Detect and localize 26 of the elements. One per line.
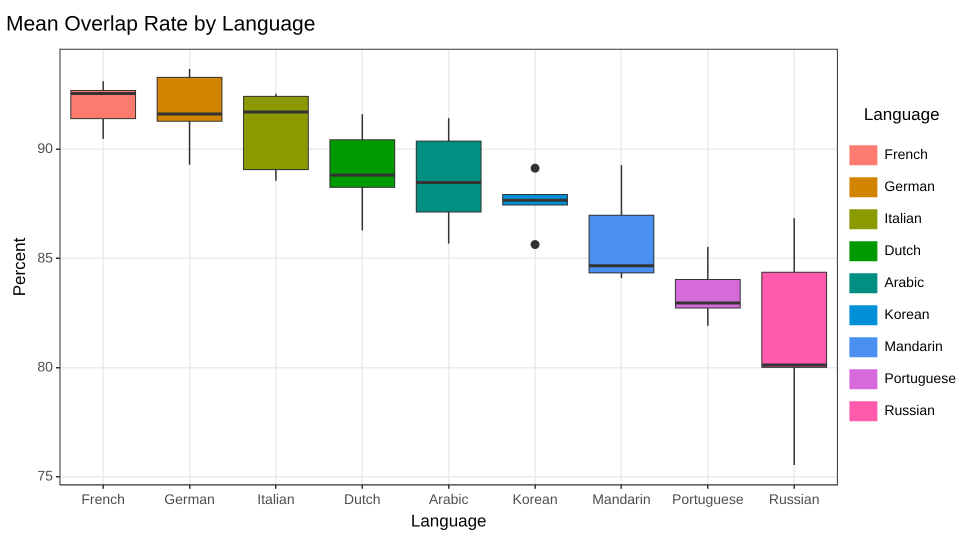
chart-title: Mean Overlap Rate by Language	[6, 12, 316, 36]
x-tick-label: Italian	[257, 491, 295, 508]
x-axis-title: Language	[410, 511, 487, 530]
y-tick-label: 80	[37, 358, 54, 374]
legend-title: Language	[864, 104, 940, 124]
y-axis-title: Percent	[10, 237, 29, 296]
y-tick-label: 85	[37, 249, 54, 266]
legend-label: German	[884, 178, 935, 194]
legend-label: Russian	[884, 402, 935, 418]
x-tick-label: Portuguese	[672, 491, 744, 508]
x-tick-label: German	[164, 491, 215, 508]
x-tick-label: Arabic	[428, 491, 469, 508]
x-tick-label: Russian	[768, 491, 820, 508]
x-tick-label: Korean	[512, 491, 558, 508]
legend-label: Arabic	[884, 274, 924, 290]
legend-label: Italian	[884, 210, 922, 226]
y-tick-label: 90	[37, 140, 54, 156]
x-tick-label: Mandarin	[592, 491, 651, 508]
x-tick-label: Dutch	[344, 491, 381, 508]
y-tick-label: 75	[37, 468, 54, 484]
legend-label: Portuguese	[884, 370, 956, 386]
legend-label: Dutch	[884, 242, 921, 258]
legend-label: Mandarin	[884, 338, 943, 354]
x-tick-label: French	[81, 491, 125, 508]
legend-label: Korean	[884, 306, 930, 322]
legend-label: French	[884, 146, 928, 162]
